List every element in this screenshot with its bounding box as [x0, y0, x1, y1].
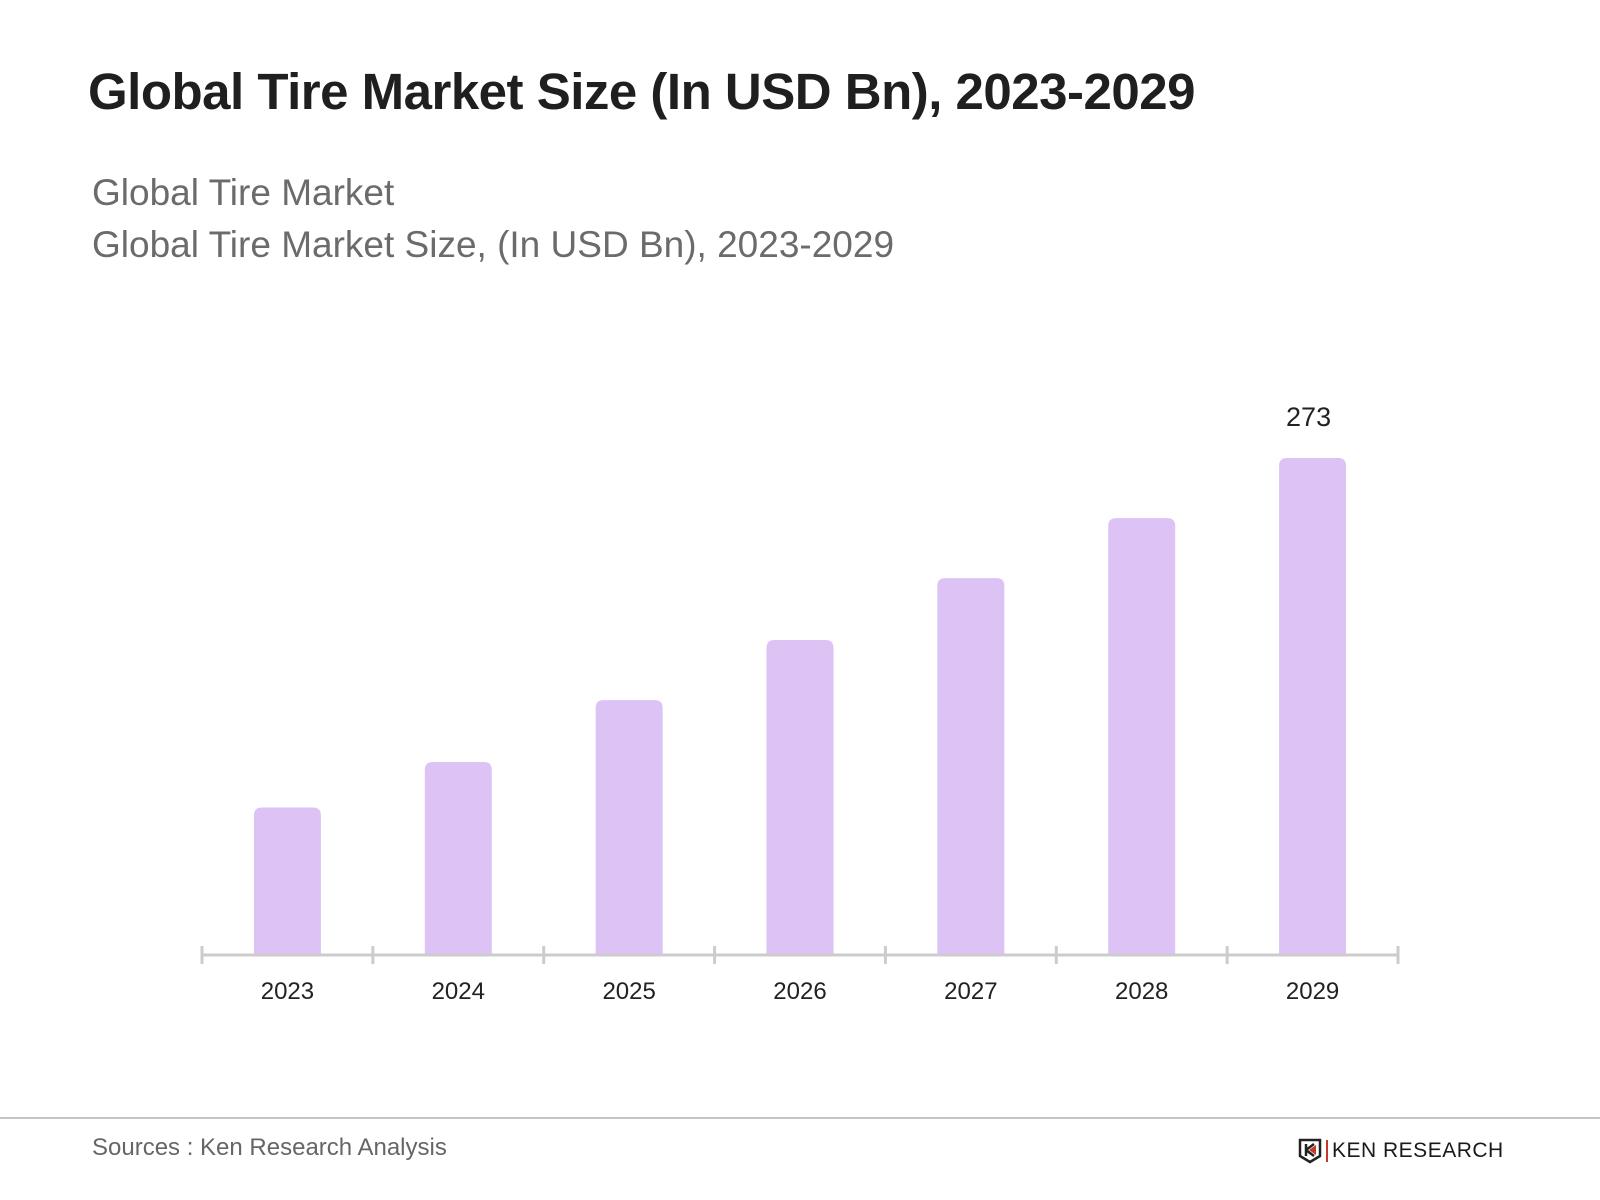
data-label: 273 — [1286, 402, 1331, 432]
chart-subtitle-2: Global Tire Market Size, (In USD Bn), 20… — [92, 224, 895, 265]
x-tick-label: 2027 — [944, 978, 997, 1005]
bar-2024 — [424, 762, 492, 955]
footer-divider — [0, 1117, 1600, 1119]
ken-research-logo: KEN RESEARCH — [1298, 1138, 1504, 1164]
source-note: Sources : Ken Research Analysis — [92, 1134, 447, 1161]
x-tick-label: 2029 — [1286, 978, 1339, 1005]
x-tick-label: 2028 — [1115, 978, 1168, 1005]
chart-title: Global Tire Market Size (In USD Bn), 202… — [88, 63, 1195, 120]
bar-2029 — [1279, 458, 1347, 955]
logo-icon — [1298, 1138, 1322, 1164]
bar-2025 — [595, 700, 663, 955]
x-tick-label: 2025 — [602, 978, 655, 1005]
bar-chart: 2023 2024 2025 2026 2027 2028 2029 273 — [200, 402, 1400, 1005]
bar-2027 — [937, 578, 1005, 955]
bar-2023 — [253, 807, 321, 955]
chart-subtitle: Global Tire Market — [92, 172, 395, 213]
x-tick-label: 2024 — [432, 978, 485, 1005]
logo-text: KEN RESEARCH — [1332, 1139, 1504, 1162]
x-tick-label: 2026 — [773, 978, 826, 1005]
x-tick-label: 2023 — [261, 978, 314, 1005]
bar-2026 — [766, 640, 834, 955]
bar-2028 — [1108, 518, 1176, 955]
